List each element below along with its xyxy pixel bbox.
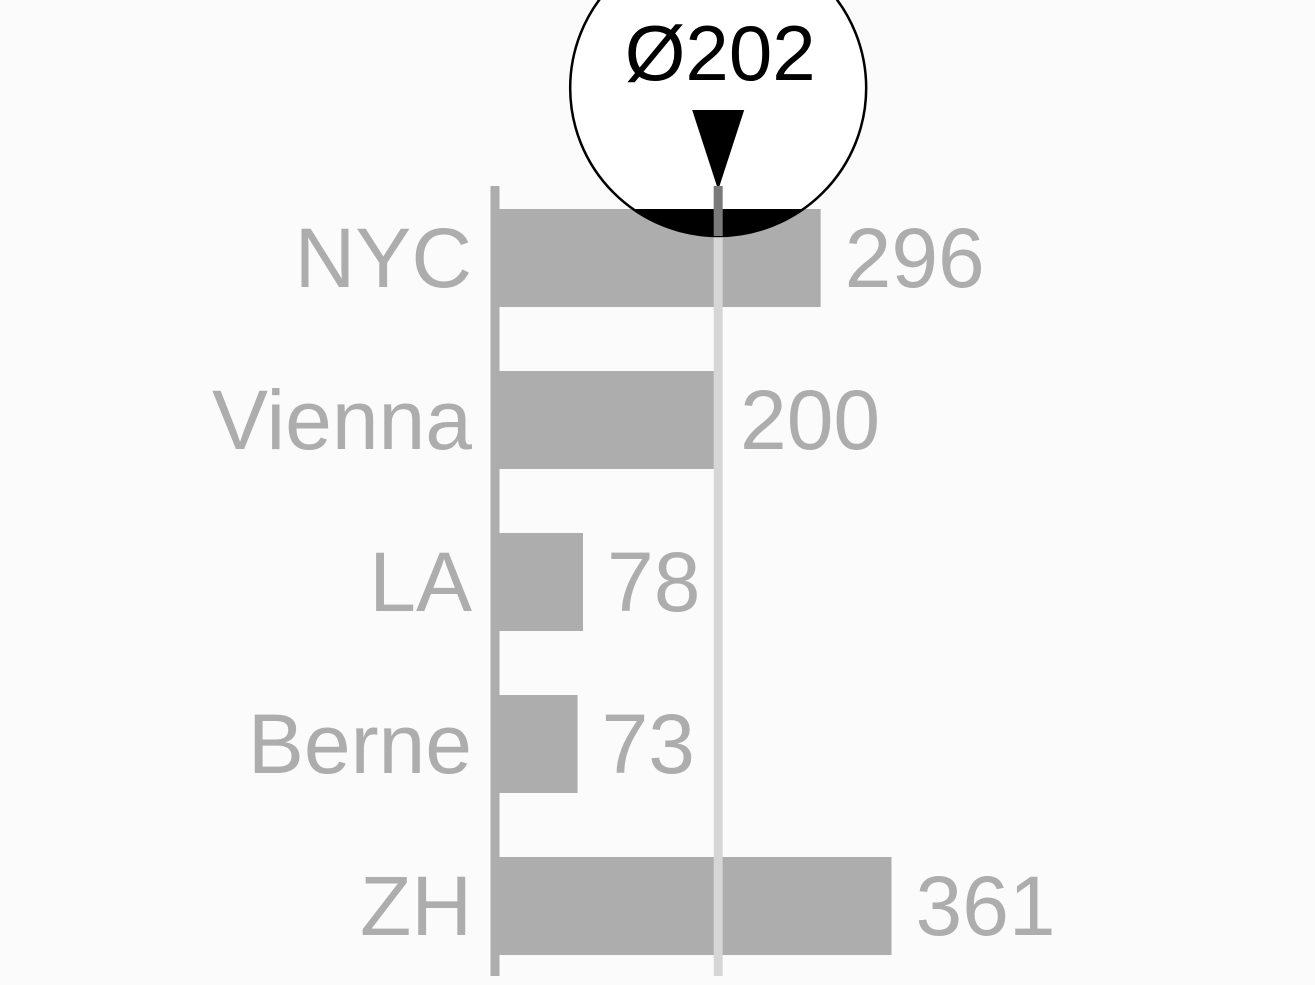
bar-vienna	[498, 371, 716, 469]
value-label-zh: 361	[915, 859, 1055, 953]
bar-berne	[498, 695, 578, 793]
average-label: Ø202	[625, 9, 816, 97]
category-label-nyc: NYC	[295, 211, 472, 305]
average-pointer-icon	[692, 110, 745, 190]
value-label-nyc: 296	[845, 211, 985, 305]
value-label-la: 78	[607, 535, 700, 629]
category-label-zh: ZH	[360, 859, 472, 953]
value-label-vienna: 200	[740, 373, 880, 467]
category-label-berne: Berne	[248, 697, 472, 791]
bar-la	[498, 533, 584, 631]
value-label-berne: 73	[602, 697, 695, 791]
bar-zh	[498, 857, 892, 955]
category-label-la: LA	[369, 535, 472, 629]
category-label-vienna: Vienna	[212, 373, 472, 467]
average-marker: Ø202	[568, 0, 868, 238]
